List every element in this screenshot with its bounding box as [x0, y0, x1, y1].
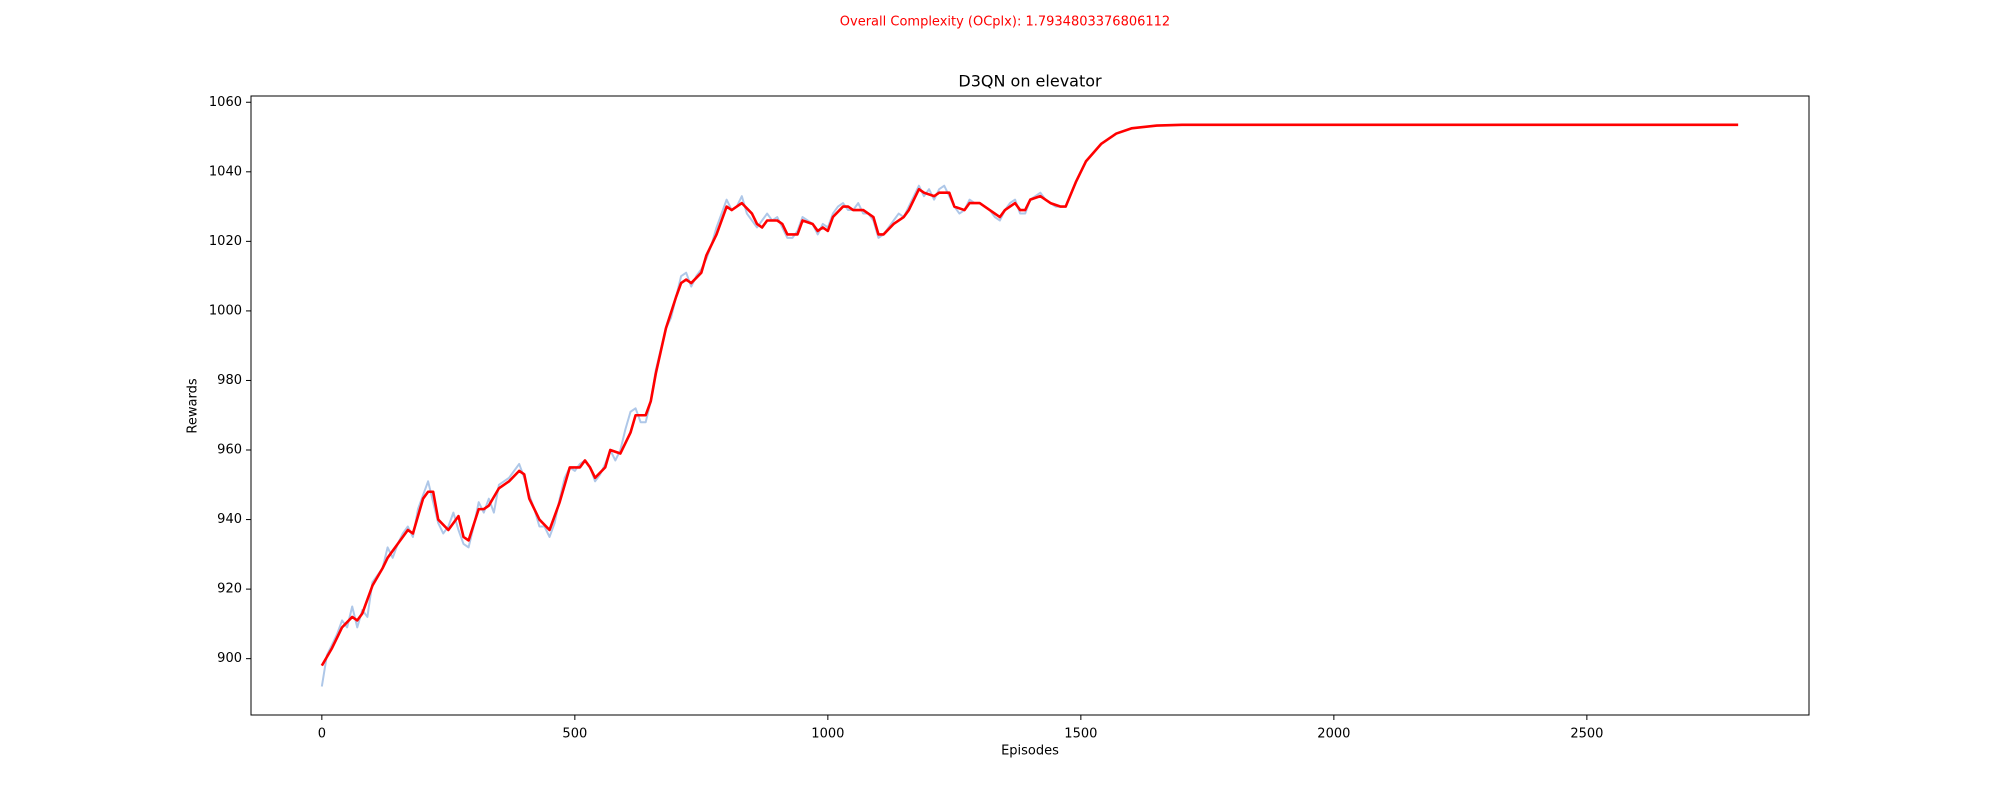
chart-title: D3QN on elevator	[958, 72, 1102, 91]
y-tick-label: 1000	[209, 303, 242, 318]
y-tick-label: 1020	[209, 234, 242, 249]
x-tick-label: 1500	[1064, 727, 1097, 742]
y-tick-label: 900	[217, 651, 242, 666]
x-tick-label: 0	[318, 727, 326, 742]
y-tick-label: 920	[217, 582, 242, 597]
x-tick-label: 2500	[1570, 727, 1603, 742]
x-tick-label: 1000	[811, 727, 844, 742]
y-tick-label: 1040	[209, 164, 242, 179]
y-tick-label: 980	[217, 373, 242, 388]
x-tick-label: 500	[562, 727, 587, 742]
plot-frame	[250, 95, 1810, 716]
suptitle: Overall Complexity (OCplx): 1.7934803376…	[840, 15, 1170, 30]
y-tick-label: 960	[217, 443, 242, 458]
series-line	[320, 184, 1061, 687]
x-tick-label: 2000	[1317, 727, 1350, 742]
y-axis-label: Rewards	[186, 378, 201, 433]
x-axis-label: Episodes	[1001, 744, 1059, 759]
y-tick-label: 1060	[209, 95, 242, 110]
series-line	[320, 123, 1739, 667]
y-tick-label: 940	[217, 512, 242, 527]
